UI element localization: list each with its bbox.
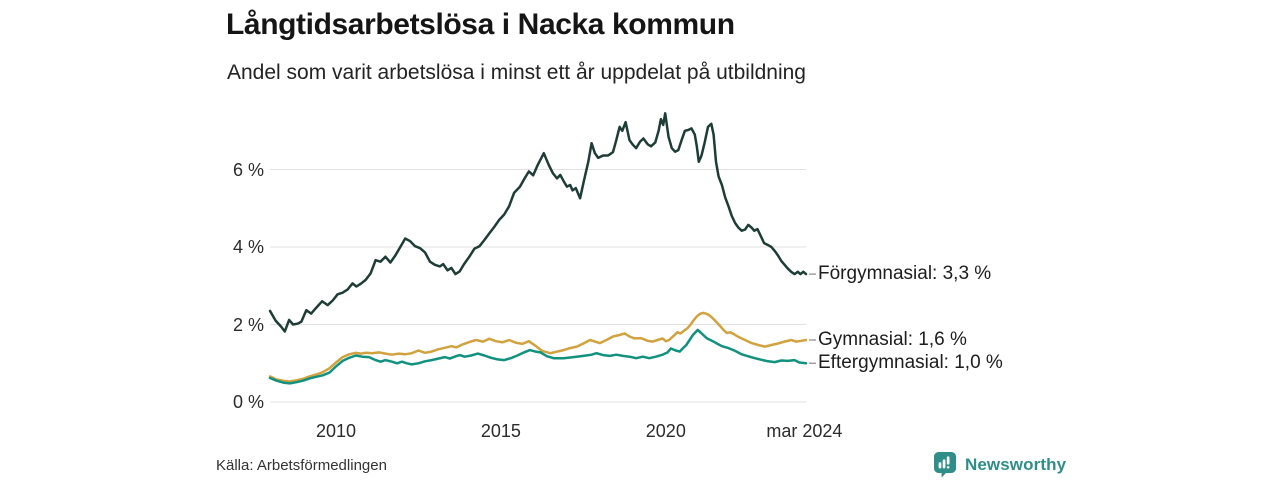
- page-title: Långtidsarbetslösa i Nacka kommun: [226, 8, 735, 41]
- source-note: Källa: Arbetsförmedlingen: [216, 457, 387, 474]
- y-axis-tick-label: 2 %: [232, 314, 264, 335]
- brand-name: Newsworthy: [965, 454, 1067, 474]
- series-label-eftergymnasial: Eftergymnasial: 1,0 %: [818, 352, 1003, 374]
- series-line-gymnasial: [268, 311, 808, 383]
- x-axis-tick-label: 2015: [480, 421, 521, 441]
- series-line-eftergymnasial: [268, 328, 808, 385]
- x-axis-tick-label: mar 2024: [766, 421, 843, 441]
- brand-logo: Newsworthy: [933, 451, 1066, 478]
- x-axis-tick-label: 2020: [645, 421, 686, 441]
- page-subtitle: Andel som varit arbetslösa i minst ett å…: [227, 61, 806, 84]
- x-axis-tick-label: 2010: [315, 421, 356, 441]
- newsworthy-speech-bubble-bar-chart-icon: [934, 452, 956, 478]
- series-label-förgymnasial: Förgymnasial: 3,3 %: [818, 263, 992, 285]
- y-axis-tick-label: 4 %: [232, 237, 264, 257]
- y-axis-tick-label: 0 %: [232, 392, 264, 412]
- series-label-gymnasial: Gymnasial: 1,6 %: [818, 329, 967, 350]
- series-line-förgymnasial: [268, 112, 808, 333]
- y-axis-tick-label: 6 %: [232, 159, 264, 180]
